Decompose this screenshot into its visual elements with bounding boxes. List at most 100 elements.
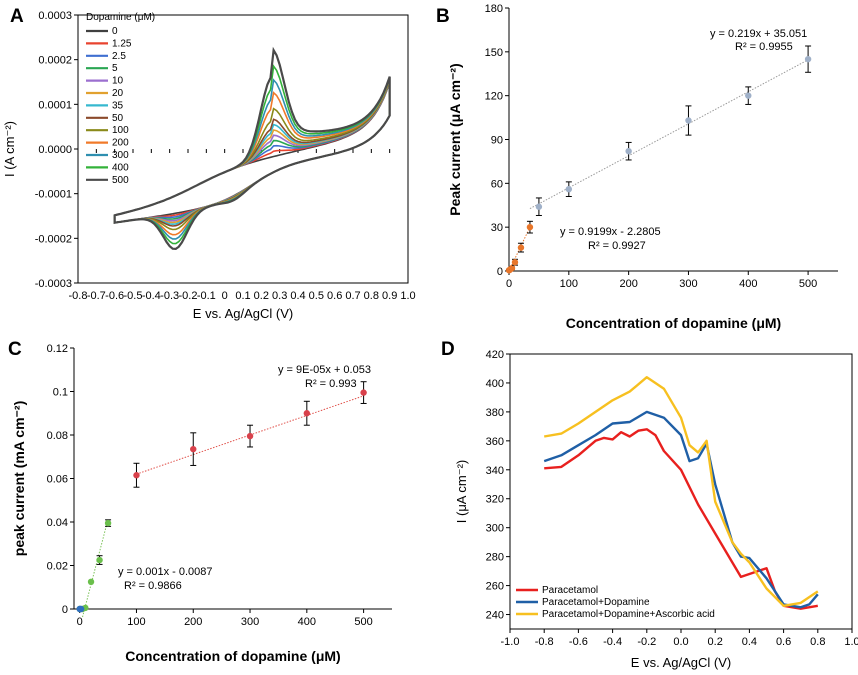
x-tick-label: -0.3	[160, 290, 179, 302]
y-tick-label: 320	[486, 494, 504, 506]
legend-label: 200	[112, 138, 129, 149]
x-tick-label: 200	[184, 616, 202, 628]
x-tick-label: 1.0	[400, 290, 415, 302]
data-point	[745, 92, 752, 99]
data-point	[96, 556, 103, 564]
trendline-1	[82, 519, 109, 618]
x-tick-label: -0.6	[569, 636, 588, 648]
data-point	[87, 578, 95, 586]
x-tick-label: 400	[298, 616, 316, 628]
data-point	[303, 410, 311, 417]
legend-label: 20	[112, 88, 124, 99]
legend-label: 0	[112, 26, 118, 37]
fit-r2-low: R² = 0.9927	[588, 240, 646, 252]
y-tick-label: 90	[491, 135, 503, 147]
x-tick-label: 400	[739, 278, 757, 290]
legend-label: 500	[112, 175, 129, 186]
y-tick-label: 280	[486, 552, 504, 564]
x-tick-label: 0.1	[235, 290, 250, 302]
y-axis-title: I (μA cm⁻²)	[454, 460, 469, 523]
x-tick-label: 300	[679, 278, 697, 290]
x-tick-label: 0.9	[382, 290, 397, 302]
panel-c-calibration-chart: 0 100 200 300 400 500 0 0.02 0.04 0.06 0.08 0.1 0.12…	[11, 343, 392, 664]
x-tick-label: 0.4	[742, 636, 757, 648]
x-tick-label: 0.2	[708, 636, 723, 648]
y-tick-label: 0.12	[47, 343, 68, 355]
y-tick-label: 0.02	[47, 561, 68, 573]
y-tick-label: 260	[486, 581, 504, 593]
y-tick-label: 240	[486, 610, 504, 622]
curve-0	[544, 428, 819, 610]
cv-curve-500	[113, 46, 391, 251]
x-axis-title: E vs. Ag/AgCl (V)	[631, 655, 731, 670]
y-tick-label: 0.0003	[38, 10, 72, 22]
x-tick-label: 0.7	[345, 290, 360, 302]
x-tick-label: 1.0	[844, 636, 858, 648]
y-axis-title: peak current (mA cm⁻²)	[11, 401, 27, 556]
x-tick-label: 0	[506, 278, 512, 290]
x-tick-label: 500	[354, 616, 372, 628]
y-tick-label: 360	[486, 436, 504, 448]
x-tick-label: 0	[77, 616, 83, 628]
y-tick-label: 400	[486, 378, 504, 390]
data-point	[104, 519, 112, 527]
x-tick-label: -0.2	[637, 636, 656, 648]
x-tick-label: -0.5	[124, 290, 143, 302]
x-tick-label: 0.3	[272, 290, 287, 302]
x-tick-label: 0.0	[673, 636, 688, 648]
legend-label: 10	[112, 76, 124, 87]
fit-equation-high: y = 0.219x + 35.051	[710, 28, 807, 40]
legend-label: 35	[112, 100, 124, 111]
y-tick-label: 180	[485, 3, 503, 15]
data-point	[526, 223, 534, 231]
legend-title: Dopamine (μM)	[86, 12, 155, 23]
legend-label: Paracetamol+Dopamine+Ascorbic acid	[542, 609, 715, 620]
x-axis-title: Concentration of dopamine (μM)	[125, 648, 340, 664]
y-tick-label: 30	[491, 222, 503, 234]
data-point	[565, 185, 573, 193]
x-tick-label: 200	[619, 278, 637, 290]
legend-label: Paracetamol	[542, 585, 598, 596]
x-tick-label: 100	[127, 616, 145, 628]
legend-label: 50	[112, 113, 124, 124]
trendline-high	[529, 59, 809, 210]
x-tick-label: -0.2	[179, 290, 198, 302]
x-tick-label: 100	[560, 278, 578, 290]
x-tick-label: -0.4	[142, 290, 161, 302]
y-tick-label: 0.04	[47, 517, 68, 529]
x-tick-label: -0.7	[87, 290, 106, 302]
legend-label: 5	[112, 63, 118, 74]
data-point	[508, 264, 516, 272]
y-tick-label: 0.08	[47, 430, 68, 442]
panel-letter-a: A	[10, 6, 24, 27]
y-tick-label: 0.0001	[38, 99, 72, 111]
data-point	[360, 389, 367, 396]
panel-d-voltammogram: -1.0 -0.8 -0.6 -0.4 -0.2 0.0 0.2 0.4 0.6 0.8 1.0 24…	[454, 349, 858, 670]
legend-label: 1.25	[112, 38, 132, 49]
legend-label: 100	[112, 125, 129, 136]
y-axis-title: I (A cm⁻²)	[2, 121, 17, 177]
y-tick-label: 0.0002	[38, 55, 72, 67]
x-tick-label: -0.4	[603, 636, 622, 648]
y-tick-label: 60	[491, 178, 503, 190]
panel-letter-c: C	[8, 339, 22, 360]
y-tick-label: 380	[486, 407, 504, 419]
x-tick-label: 0.8	[810, 636, 825, 648]
fit-r2-low: R² = 0.9866	[124, 580, 182, 592]
fit-equation-low: y = 0.9199x - 2.2805	[560, 226, 661, 238]
y-tick-label: 0.1	[53, 387, 68, 399]
data-point	[190, 445, 197, 453]
y-tick-label: -0.0003	[35, 278, 72, 290]
x-tick-label: -1.0	[501, 636, 520, 648]
x-tick-label: 0.5	[309, 290, 324, 302]
fit-equation-low: y = 0.001x - 0.0087	[118, 566, 212, 578]
cv-curve-100	[113, 79, 391, 231]
data-point	[685, 117, 692, 124]
panel-letter-d: D	[441, 339, 455, 360]
data-point	[535, 203, 543, 210]
y-tick-label: 0	[62, 604, 68, 616]
y-tick-label: 150	[485, 47, 503, 59]
x-tick-label: 0.6	[776, 636, 791, 648]
data-point	[804, 55, 812, 63]
data-point	[246, 432, 254, 440]
